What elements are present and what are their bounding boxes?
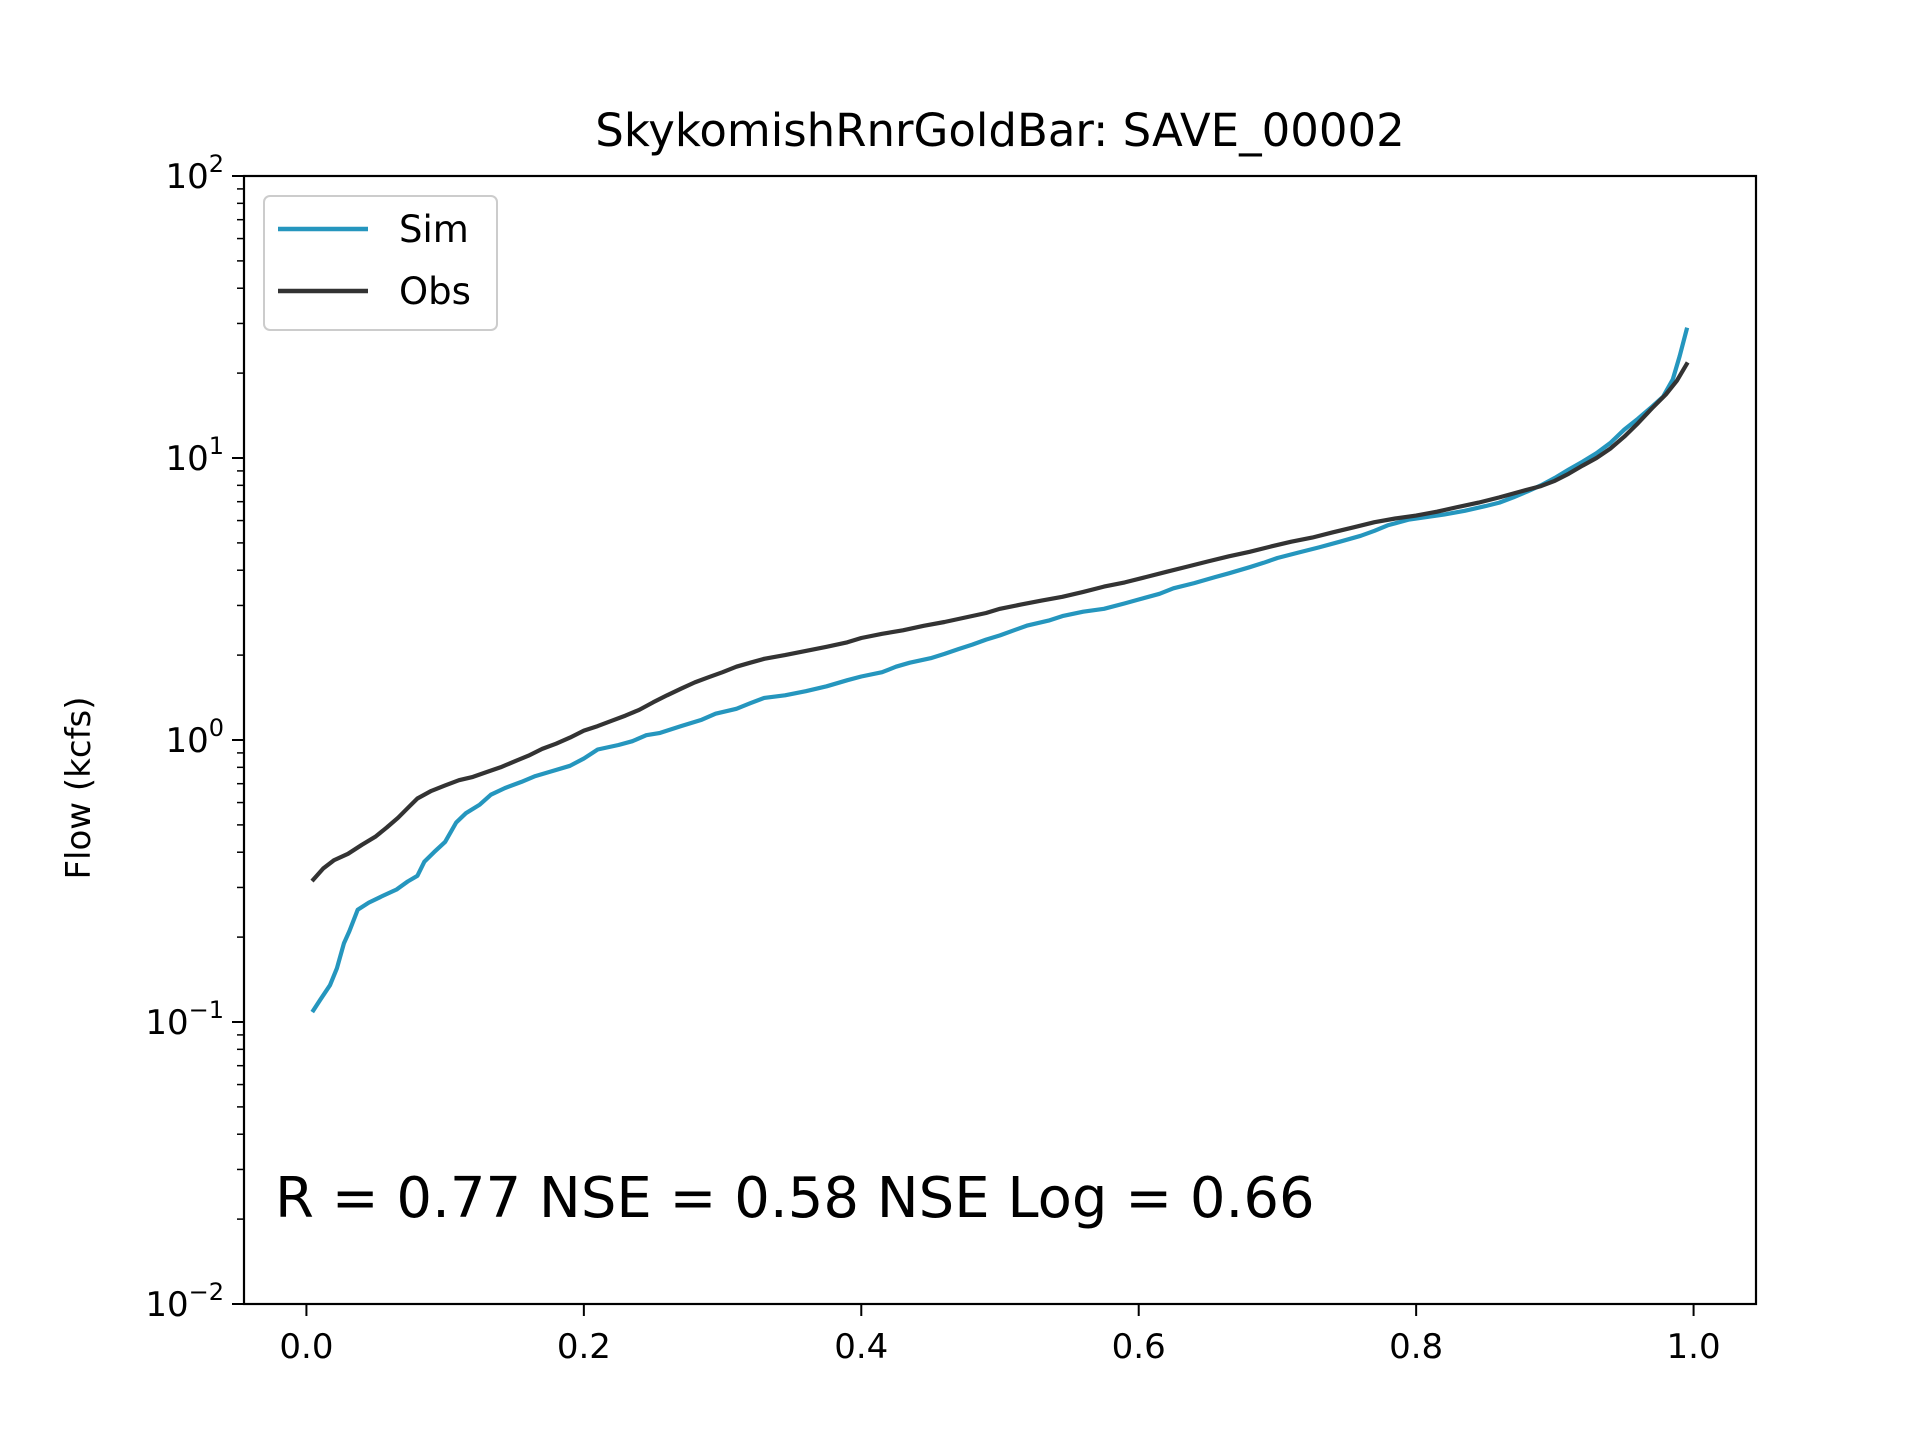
y-axis-label: Flow (kcfs): [59, 696, 99, 879]
chart-title: SkykomishRnrGoldBar: SAVE_00002: [595, 104, 1405, 157]
legend-label-obs: Obs: [399, 270, 471, 313]
x-tick-label: 0.6: [1112, 1327, 1166, 1367]
x-tick-label: 0.8: [1389, 1327, 1443, 1367]
x-tick-label: 0.0: [279, 1327, 333, 1367]
metrics-annotation: R = 0.77 NSE = 0.58 NSE Log = 0.66: [275, 1166, 1315, 1231]
x-tick-label: 0.2: [557, 1327, 611, 1367]
y-tick-label: 102: [165, 150, 224, 197]
series-line-sim: [310, 327, 1690, 1014]
plot-area: [244, 176, 1756, 1304]
y-tick-label: 100: [165, 714, 224, 761]
y-tick-label: 101: [165, 432, 224, 479]
y-tick-label: 10−1: [145, 996, 224, 1043]
axes-layer: 0.0 0.2 0.4 0.6 0.8 1.0 10−2 10−1 100 101 102: [145, 150, 1758, 1367]
x-tick-label: 1.0: [1667, 1327, 1721, 1367]
legend-label-sim: Sim: [399, 208, 469, 251]
series-layer: [310, 327, 1690, 1014]
x-tick-label: 0.4: [834, 1327, 888, 1367]
series-line-obs: [310, 361, 1690, 883]
legend: Sim Obs: [263, 195, 498, 331]
y-tick-label: 10−2: [145, 1278, 224, 1325]
